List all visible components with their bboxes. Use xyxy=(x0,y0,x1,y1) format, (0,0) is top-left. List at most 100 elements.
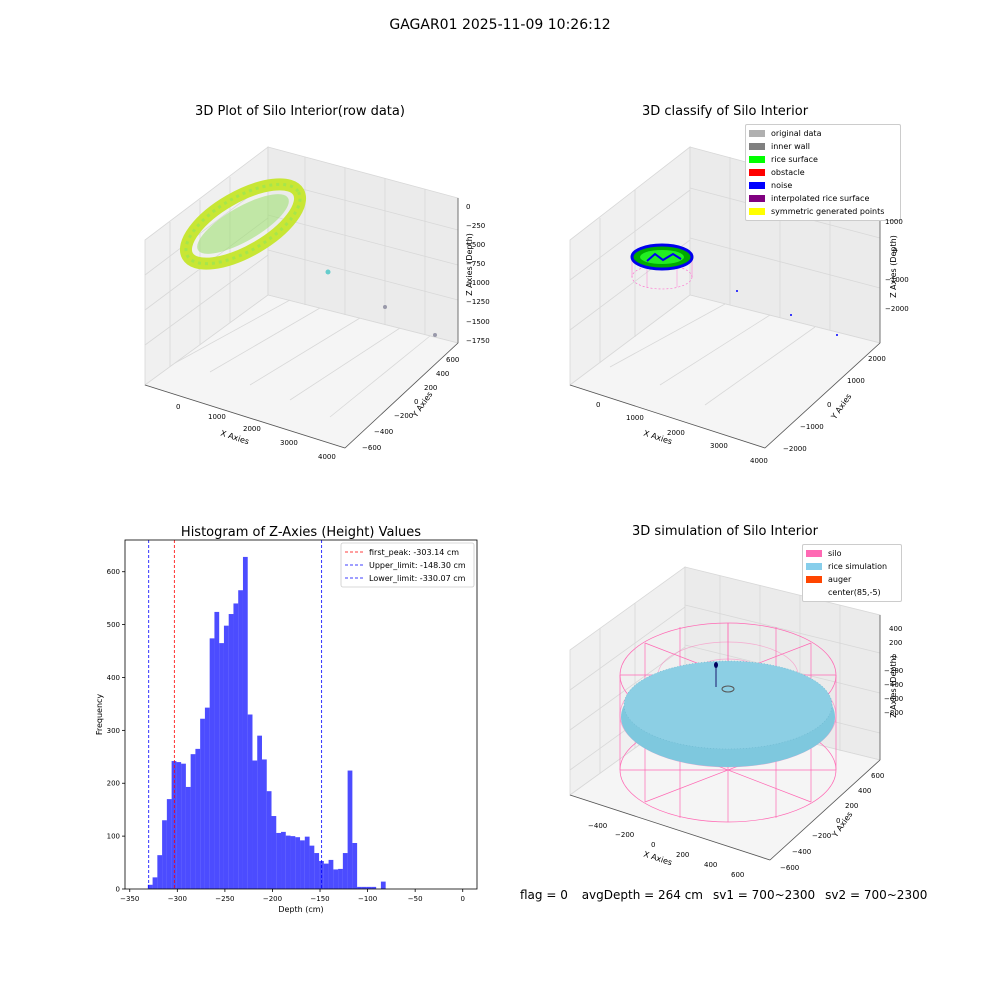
histogram-bar xyxy=(185,786,191,889)
x-tick-label: −50 xyxy=(408,895,423,903)
x-tick-label: −100 xyxy=(358,895,377,903)
simulation-panel-title: 3D simulation of Silo Interior xyxy=(632,524,818,539)
histogram-bar xyxy=(300,840,305,889)
histogram-bar xyxy=(295,837,301,889)
histogram-bar xyxy=(309,845,315,889)
legend-swatch-obstacle xyxy=(749,169,765,176)
histogram-bar xyxy=(319,860,324,889)
histogram-bar xyxy=(290,836,296,889)
sv1-text: sv1 = 700~2300 xyxy=(713,888,816,902)
legend-label-2: Lower_limit: -330.07 cm xyxy=(369,574,466,583)
histogram-bar xyxy=(147,884,153,889)
y-tick-label: 300 xyxy=(107,727,120,735)
x-tick-label: −300 xyxy=(168,895,187,903)
raw-3d-plot xyxy=(144,146,459,449)
histogram-bar xyxy=(242,556,248,889)
legend-swatch-silo xyxy=(806,550,822,557)
avg-depth-text: avgDepth = 264 cm xyxy=(581,888,703,902)
histogram-title: Histogram of Z-Axies (Height) Values xyxy=(181,525,421,540)
histogram-bar xyxy=(166,799,172,889)
simulation-legend: silo rice simulation auger center(85,-5) xyxy=(802,544,902,602)
histogram-bar xyxy=(338,868,343,889)
y-tick-label: 600 xyxy=(107,568,120,576)
histogram-bar xyxy=(223,625,229,889)
histogram-bar xyxy=(371,886,377,889)
sv2-text: sv2 = 700~2300 xyxy=(825,888,928,902)
histogram-bar xyxy=(276,832,282,889)
x-tick-label: −350 xyxy=(120,895,139,903)
histogram-x-label: Depth (cm) xyxy=(278,905,323,914)
histogram-bar xyxy=(328,859,334,889)
histogram-bar xyxy=(195,748,201,889)
status-footer: flag = 0 avgDepth = 264 cm sv1 = 700~2300… xyxy=(520,888,937,902)
raw-z-ticks: 0 −250 −500 −750 −1000 −1250 −1500 −1750 xyxy=(466,203,490,345)
histogram-legend xyxy=(340,542,475,588)
auger-marker xyxy=(714,662,735,693)
figure-title: GAGAR01 2025-11-09 10:26:12 xyxy=(389,17,611,33)
y-tick-label: 400 xyxy=(107,674,120,682)
histogram-bar xyxy=(228,614,234,889)
histogram-bar xyxy=(200,718,205,889)
legend-label-0: first_peak: -303.14 cm xyxy=(369,548,459,557)
flag-text: flag = 0 xyxy=(520,888,568,902)
classify-panel-title: 3D classify of Silo Interior xyxy=(641,104,809,119)
legend-label-1: Upper_limit: -148.30 cm xyxy=(369,561,466,570)
histogram-bar xyxy=(252,760,258,889)
y-tick-label: 200 xyxy=(107,780,120,788)
x-tick-label: −250 xyxy=(215,895,234,903)
raw-point-cloud xyxy=(179,178,437,337)
histogram-bar xyxy=(366,886,372,889)
rice-simulation-surface xyxy=(621,660,835,767)
histogram-bar xyxy=(257,735,262,889)
histogram-bar xyxy=(357,886,362,889)
raw-panel-title: 3D Plot of Silo Interior(row data) xyxy=(195,104,405,119)
classify-z-label: Z Axies (Depth) xyxy=(888,235,898,298)
legend-swatch-noise xyxy=(749,182,765,189)
histogram-bar xyxy=(233,603,239,889)
legend-swatch-interpolated xyxy=(749,195,765,202)
raw-z-label: Z Axies (Depth) xyxy=(464,233,474,296)
histogram-bar xyxy=(214,611,220,889)
legend-swatch-symmetric xyxy=(749,208,765,215)
simulation-3d-plot xyxy=(569,566,881,861)
classify-legend: original data inner wall rice surface ob… xyxy=(745,124,901,221)
x-tick-label: 0 xyxy=(460,895,464,903)
y-tick-label: 0 xyxy=(116,886,120,894)
histogram-bar xyxy=(219,643,224,889)
legend-swatch-auger xyxy=(806,576,822,583)
legend-swatch-rice-simulation xyxy=(806,563,822,570)
y-tick-label: 100 xyxy=(107,833,120,841)
legend-swatch-rice xyxy=(749,156,765,163)
histogram-bar xyxy=(157,855,163,889)
classify-point-cloud xyxy=(630,243,838,336)
simulation-z-label: Z Axies (Depth) xyxy=(888,655,898,718)
histogram-bar xyxy=(152,877,158,889)
legend-swatch-inner-wall xyxy=(749,143,765,150)
histogram-bar xyxy=(247,714,253,889)
y-tick-label: 500 xyxy=(107,621,120,629)
histogram-bar xyxy=(162,820,167,889)
legend-swatch-center xyxy=(806,589,822,596)
histogram-bar xyxy=(181,763,186,889)
histogram-y-label: Frequency xyxy=(95,694,104,736)
histogram-bar xyxy=(347,770,353,889)
histogram-bar xyxy=(281,831,286,889)
histogram-bar xyxy=(261,759,267,889)
x-tick-label: −200 xyxy=(263,895,282,903)
histogram-bar xyxy=(176,762,182,889)
histogram-bar xyxy=(352,842,358,889)
histogram-bar xyxy=(323,863,329,889)
legend-swatch-original xyxy=(749,130,765,137)
histogram-bar xyxy=(361,886,367,889)
histogram-bar xyxy=(304,836,310,889)
histogram-chart: Histogram of Z-Axies (Height) Values −350… xyxy=(95,525,478,914)
histogram-bar xyxy=(314,853,320,889)
histogram-bar xyxy=(380,881,386,889)
histogram-axes-frame xyxy=(124,539,478,890)
histogram-bar xyxy=(238,590,243,889)
histogram-bar xyxy=(209,638,215,889)
histogram-bar xyxy=(266,791,272,889)
histogram-bar xyxy=(271,816,277,889)
histogram-bar xyxy=(342,853,348,889)
histogram-bar xyxy=(204,707,210,889)
